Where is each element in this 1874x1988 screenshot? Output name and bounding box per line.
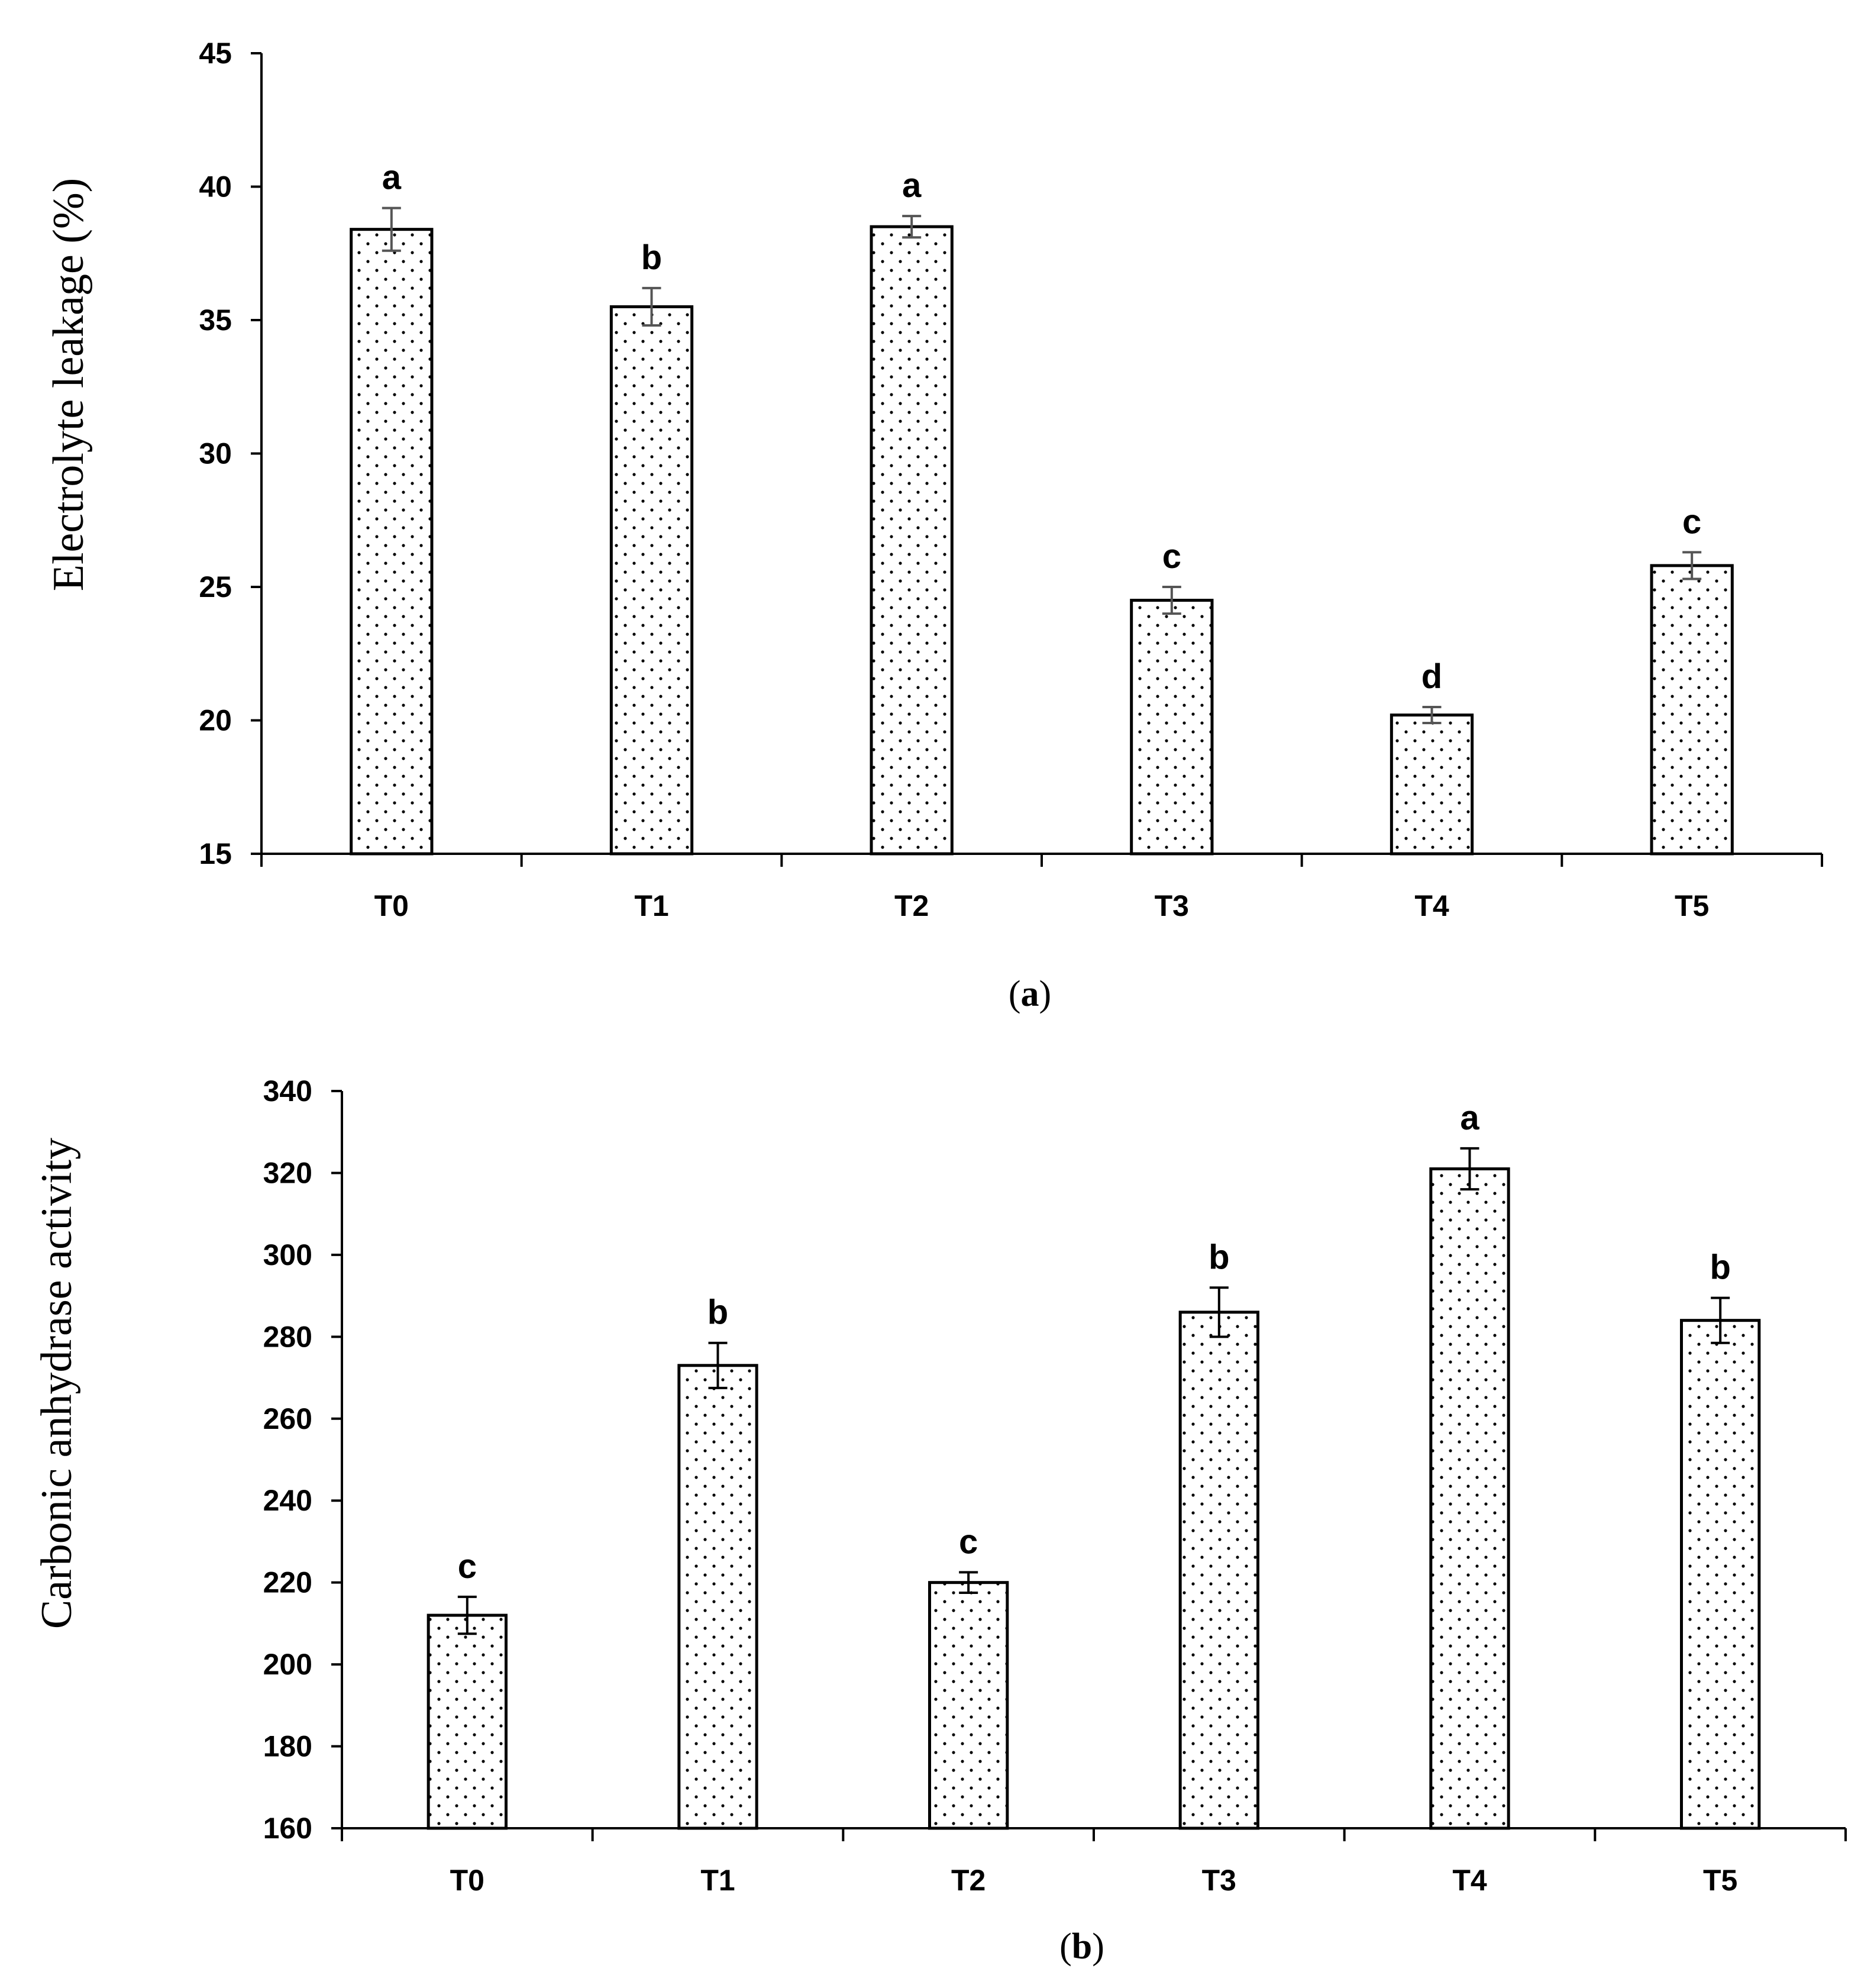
y-tick-label: 200 [263, 1648, 312, 1681]
y-tick-label: 35 [199, 304, 232, 337]
y-tick-label: 340 [263, 1074, 312, 1108]
y-tick-label: 40 [199, 170, 232, 204]
x-tick-label: T3 [1202, 1864, 1236, 1897]
bar-T2 [928, 1581, 1009, 1830]
significance-letter: a [1460, 1099, 1479, 1137]
y-tick-label: 280 [263, 1320, 312, 1353]
significance-letter: b [1710, 1248, 1730, 1287]
significance-letter: b [1209, 1238, 1229, 1276]
y-tick-label: 220 [263, 1566, 312, 1599]
bar-T4 [1429, 1167, 1510, 1830]
x-tick-label: T0 [374, 889, 409, 922]
y-tick-label: 240 [263, 1484, 312, 1517]
y-tick-label: 160 [263, 1812, 312, 1845]
bar-T4 [1390, 713, 1474, 856]
significance-letter: b [707, 1293, 728, 1332]
y-tick-label: 15 [199, 837, 232, 870]
y-tick-label: 25 [199, 570, 232, 604]
y-axis-title: Carbonic anhydrase activity [33, 1138, 81, 1629]
y-tick-label: 20 [199, 704, 232, 737]
significance-letter: a [902, 166, 922, 205]
y-axis-title: Electrolyte leakage (%) [44, 178, 93, 591]
bar-T5 [1650, 564, 1734, 856]
x-tick-label: T1 [634, 889, 668, 922]
x-tick-label: T3 [1155, 889, 1189, 922]
y-tick-label: 320 [263, 1156, 312, 1189]
y-tick-label: 180 [263, 1730, 312, 1763]
x-tick-label: T2 [951, 1864, 986, 1897]
panel-caption: (a) [1009, 974, 1051, 1014]
x-tick-label: T5 [1703, 1864, 1737, 1897]
chart-panel-b: 160 180 200 220 240 260 280 300 320 340 c T0 b T1 c T2 b… [33, 1074, 1847, 1967]
bar-T1 [677, 1364, 758, 1830]
bar-T5 [1679, 1319, 1761, 1830]
x-tick-label: T2 [894, 889, 929, 922]
panel-caption-letter: b [1072, 1926, 1092, 1967]
significance-letter: b [641, 238, 662, 277]
significance-letter: c [458, 1547, 477, 1586]
x-tick-label: T0 [450, 1864, 484, 1897]
bar-T2 [870, 225, 954, 856]
y-tick-label: 260 [263, 1402, 312, 1435]
bar-T0 [350, 228, 434, 856]
chart-panel-a: 15 20 25 30 35 40 45 a T0 b T1 a T2 c T3 d T4 c T5 Electrol… [44, 37, 1823, 1014]
x-tick-label: T5 [1675, 889, 1709, 922]
y-tick-label: 30 [199, 437, 232, 470]
y-tick-label: 300 [263, 1238, 312, 1271]
panel-caption: (b) [1059, 1926, 1104, 1967]
x-tick-label: T4 [1452, 1864, 1487, 1897]
significance-letter: a [382, 159, 402, 197]
significance-letter: d [1421, 657, 1442, 696]
significance-letter: c [1682, 502, 1701, 541]
panel-caption-letter: a [1021, 974, 1039, 1014]
bar-T3 [1178, 1311, 1260, 1830]
x-tick-label: T4 [1414, 889, 1449, 922]
significance-letter: c [1162, 537, 1181, 576]
x-tick-label: T1 [700, 1864, 735, 1897]
bar-T3 [1130, 599, 1214, 856]
y-tick-label: 45 [199, 37, 232, 70]
significance-letter: c [959, 1522, 978, 1561]
bar-T1 [609, 305, 694, 856]
bar-T0 [427, 1613, 508, 1830]
